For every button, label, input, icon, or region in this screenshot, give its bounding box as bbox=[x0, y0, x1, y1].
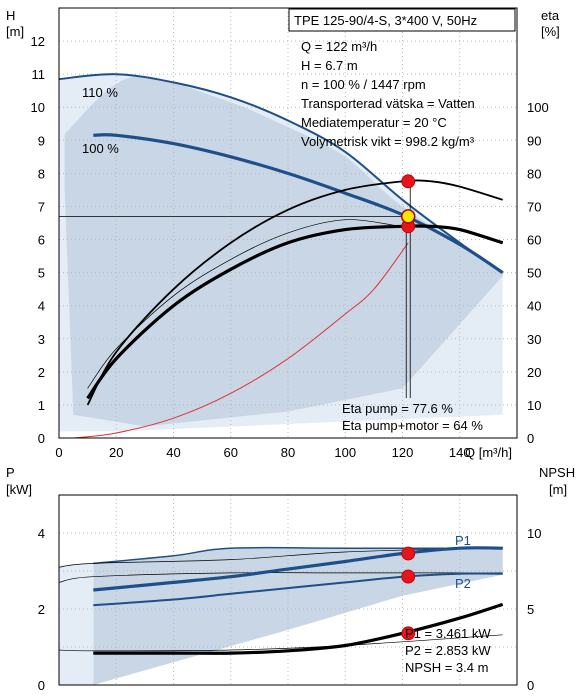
top-y-tick: 0 bbox=[38, 431, 45, 446]
bottom-y-tick: 2 bbox=[38, 602, 45, 617]
info-density: Volymetrisk vikt = 998.2 kg/m³ bbox=[301, 134, 475, 149]
info-liquid: Transporterad vätska = Vatten bbox=[301, 96, 475, 111]
top-x-tick: 140 bbox=[449, 445, 471, 460]
info-temperature: Mediatemperatur = 20 °C bbox=[301, 115, 447, 130]
marker-duty-point bbox=[400, 209, 416, 224]
bottom-y2-label-unit: [m] bbox=[549, 482, 567, 497]
p2-note: P2 = 2.853 kW bbox=[405, 643, 491, 658]
top-y-tick: 3 bbox=[38, 332, 45, 347]
marker-p2 bbox=[401, 569, 416, 584]
top-y-label-name: H bbox=[6, 8, 15, 23]
top-x-tick: 60 bbox=[224, 445, 238, 460]
top-y2-tick: 20 bbox=[527, 365, 541, 380]
title-box bbox=[288, 8, 516, 32]
top-y2-tick: 70 bbox=[527, 199, 541, 214]
bottom-y2-tick: 10 bbox=[527, 526, 541, 541]
top-x-tick: 0 bbox=[55, 445, 62, 460]
bottom-y2-label-name: NPSH bbox=[539, 465, 575, 480]
chart-title: TPE 125-90/4-S, 3*400 V, 50Hz bbox=[294, 13, 477, 28]
top-y-tick: 2 bbox=[38, 365, 45, 380]
top-y-tick: 11 bbox=[32, 67, 46, 82]
bottom-left-edge bbox=[59, 563, 94, 685]
curve-100 bbox=[93, 133, 504, 274]
p2-thin-curve bbox=[58, 572, 503, 583]
top-y-tick: 4 bbox=[38, 299, 45, 314]
info-head: H = 6.7 m bbox=[301, 58, 358, 73]
p1-curve bbox=[93, 546, 503, 592]
curve-label-110: 110 % bbox=[82, 85, 118, 100]
p1-max-curve bbox=[93, 546, 503, 565]
top-y2-tick: 50 bbox=[527, 266, 541, 281]
top-x-tick: 120 bbox=[392, 445, 414, 460]
top-x-tick: 40 bbox=[166, 445, 180, 460]
top-y2-tick: 40 bbox=[527, 299, 541, 314]
top-y2-tick: 0 bbox=[527, 431, 534, 446]
marker-eta-pump bbox=[401, 174, 416, 189]
top-x-tick: 20 bbox=[109, 445, 123, 460]
bottom-y-tick: 4 bbox=[38, 526, 45, 541]
top-plot-frame bbox=[58, 7, 518, 439]
area-operating-range bbox=[64, 76, 503, 427]
p2-curve bbox=[93, 572, 503, 607]
series-label-p1: P1 bbox=[455, 533, 471, 548]
curve-label-100: 100 % bbox=[82, 141, 119, 156]
top-y2-tick: 30 bbox=[527, 332, 541, 347]
area-left-edge bbox=[59, 79, 74, 419]
info-flow: Q = 122 m³/h bbox=[301, 39, 377, 54]
top-y-tick: 12 bbox=[31, 34, 45, 49]
top-y-tick: 7 bbox=[38, 199, 45, 214]
bottom-y-label-unit: [kW] bbox=[6, 482, 32, 497]
top-x-tick: 80 bbox=[281, 445, 295, 460]
bottom-y2-tick: 5 bbox=[527, 602, 534, 617]
top-x-label: Q [m³/h] bbox=[465, 445, 512, 460]
top-y2-tick: 10 bbox=[527, 398, 541, 413]
marker-npsh bbox=[401, 626, 416, 641]
top-y2-tick: 100 bbox=[527, 100, 549, 115]
eta-pump-note: Eta pump = 77.6 % bbox=[342, 401, 453, 416]
top-y-tick: 9 bbox=[38, 133, 45, 148]
marker-p1 bbox=[401, 546, 416, 561]
top-y-tick: 5 bbox=[38, 266, 45, 281]
top-y2-label-name: eta bbox=[541, 8, 560, 23]
bottom-y-label-name: P bbox=[6, 465, 15, 480]
top-y-tick: 6 bbox=[38, 233, 45, 248]
eta-pump-curve bbox=[86, 179, 503, 406]
npsh-curve bbox=[93, 602, 504, 655]
top-y-tick: 8 bbox=[38, 166, 45, 181]
system-curve bbox=[73, 242, 409, 439]
top-y2-tick: 60 bbox=[527, 233, 541, 248]
top-y2-tick: 80 bbox=[527, 166, 541, 181]
info-speed: n = 100 % / 1447 rpm bbox=[301, 77, 426, 92]
top-y-tick: 10 bbox=[31, 100, 45, 115]
top-x-tick: 100 bbox=[334, 445, 356, 460]
top-y-label-unit: [m] bbox=[6, 24, 24, 39]
curve-110 bbox=[58, 73, 504, 274]
top-y2-label-unit: [%] bbox=[541, 24, 560, 39]
bottom-plot-frame bbox=[58, 494, 518, 686]
bottom-y2-tick: 0 bbox=[527, 678, 534, 693]
npsh-thin-curve bbox=[58, 634, 503, 652]
power-npsh-chart: 0 2 4 0 5 10 P [kW] NPSH [m] P1 P2 P1 = 3.461… bbox=[6, 465, 575, 693]
top-y2-tick: 90 bbox=[527, 133, 541, 148]
p1-note: P1 = 3.461 kW bbox=[405, 626, 491, 641]
eta-hydraulic-curve bbox=[87, 219, 503, 389]
bottom-y-tick: 0 bbox=[38, 678, 45, 693]
info-block: Q = 122 m³/h H = 6.7 m n = 100 % / 1447 … bbox=[301, 39, 475, 149]
npsh-note: NPSH = 3.4 m bbox=[405, 660, 488, 675]
series-label-p2: P2 bbox=[455, 576, 471, 591]
eta-pump-motor-note: Eta pump+motor = 64 % bbox=[342, 418, 483, 433]
top-y-tick: 1 bbox=[38, 398, 45, 413]
p1-thin-curve bbox=[58, 547, 503, 568]
